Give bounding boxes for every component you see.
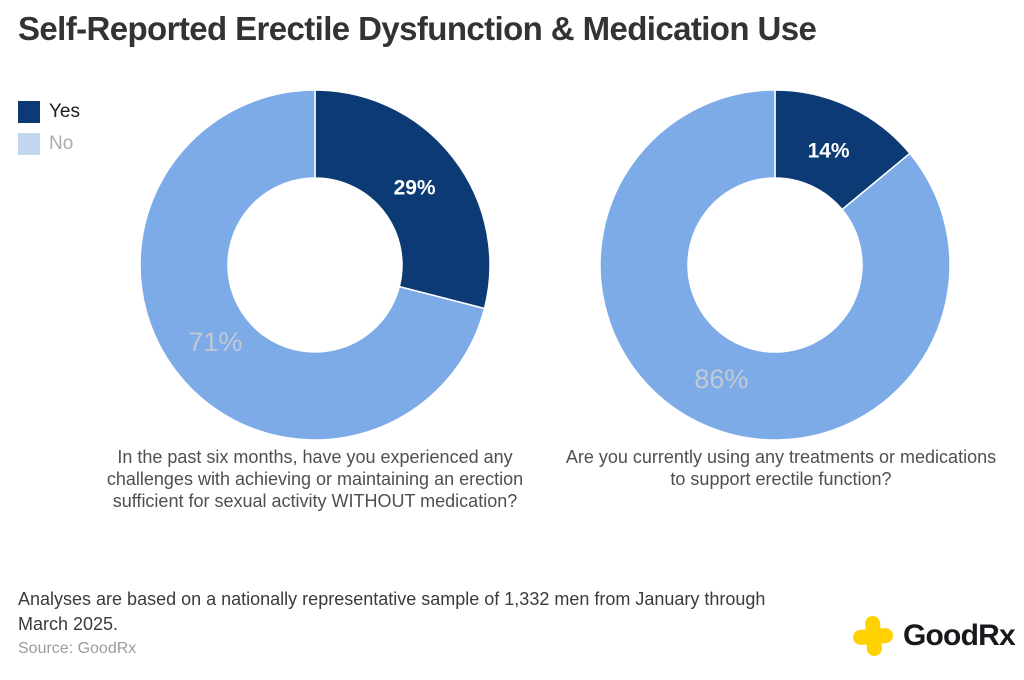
goodrx-cross-icon <box>853 615 894 656</box>
source-credit: Source: GoodRx <box>18 640 137 657</box>
legend-swatch-no <box>18 133 40 155</box>
donut-chart-ed-challenges: 29% 71% <box>139 89 491 441</box>
goodrx-wordmark-good: Good <box>903 619 979 652</box>
donut-2-slice-no <box>599 89 951 441</box>
donut-1-slice-no <box>139 89 486 441</box>
donut-chart-medication-use: 14% 86% <box>599 89 951 441</box>
goodrx-wordmark: GoodRx <box>903 619 1016 653</box>
donut-2-value-label-yes: 14% <box>808 140 850 163</box>
donut-1-slice-yes <box>314 89 491 310</box>
legend-item-no: No <box>18 133 80 155</box>
legend-label-no: No <box>49 133 74 154</box>
page-title: Self-Reported Erectile Dysfunction & Med… <box>18 10 817 47</box>
legend-label-yes: Yes <box>49 101 80 122</box>
goodrx-logo: GoodRx <box>850 613 1016 659</box>
legend-swatch-yes <box>18 101 40 123</box>
goodrx-wordmark-rx: Rx <box>978 619 1016 652</box>
legend: Yes No <box>18 101 80 165</box>
legend-item-yes: Yes <box>18 101 80 123</box>
methodology-note: Analyses are based on a nationally repre… <box>18 589 766 634</box>
donut-1-value-label-no: 71% <box>188 327 242 357</box>
donut-1-value-label-yes: 29% <box>394 176 436 199</box>
donut-2-value-label-no: 86% <box>694 364 748 394</box>
chart-caption-left: In the past six months, have you experie… <box>106 447 524 511</box>
chart-caption-right: Are you currently using any treatments o… <box>565 447 997 489</box>
